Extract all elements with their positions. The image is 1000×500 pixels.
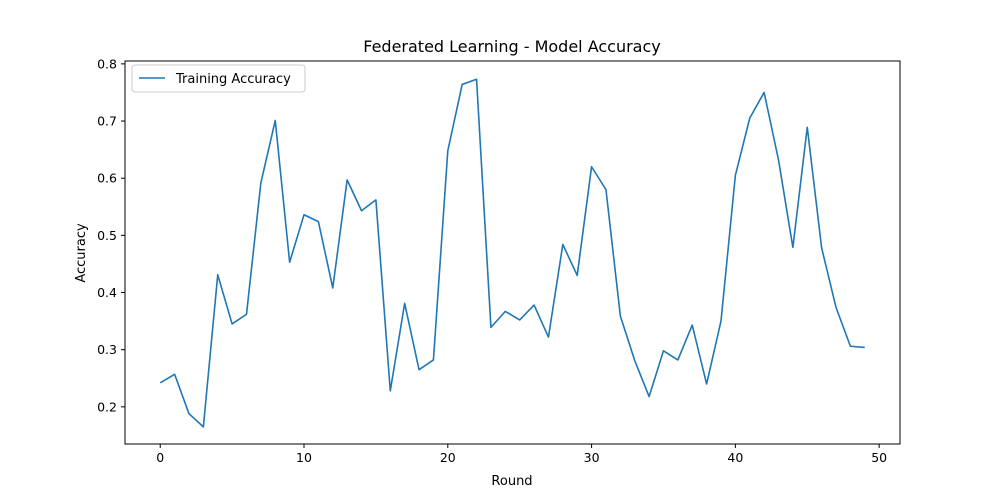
x-axis-label: Round [491, 474, 532, 489]
plot-area: 0 10 20 30 40 50 0.2 0.3 0.4 0.5 0.6 0.7 0.8 [97, 56, 901, 465]
y-tick-label: 0.4 [97, 285, 117, 300]
legend: Training Accuracy [131, 64, 306, 93]
axes-frame [124, 60, 901, 445]
x-tick-label: 0 [156, 450, 164, 465]
y-tick-label: 0.2 [97, 399, 117, 414]
y-tick-label: 0.6 [97, 171, 117, 186]
y-tick-label: 0.3 [97, 342, 117, 357]
y-tick-label: 0.5 [97, 228, 117, 243]
x-tick-label: 40 [727, 450, 743, 465]
y-tick-label: 0.8 [97, 56, 117, 71]
y-tick-label: 0.7 [97, 114, 117, 129]
x-tick-label: 30 [584, 450, 600, 465]
legend-entry-training-accuracy: Training Accuracy [175, 72, 291, 87]
series-line-training-accuracy [159, 78, 865, 428]
y-axis-label: Accuracy [74, 223, 89, 283]
chart-title: Federated Learning - Model Accuracy [363, 37, 661, 56]
x-tick-label: 50 [871, 450, 887, 465]
legend-box [131, 64, 306, 93]
x-tick-label: 10 [296, 450, 312, 465]
x-tick-label: 20 [440, 450, 456, 465]
